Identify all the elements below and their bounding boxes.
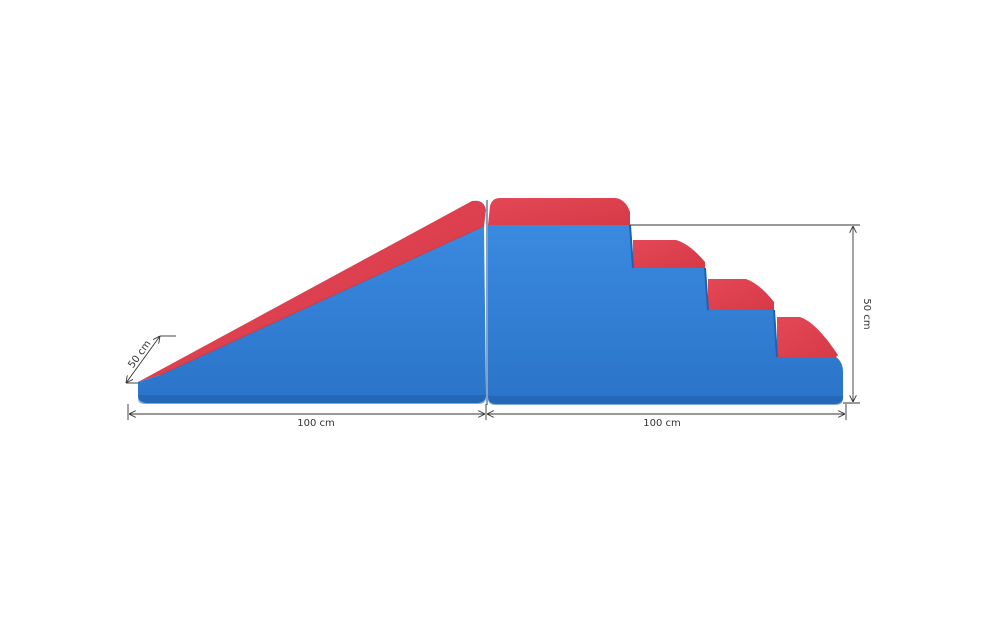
stairs-front-face — [488, 225, 843, 404]
ramp-base-edge — [138, 395, 486, 404]
dimension-lines — [126, 224, 860, 420]
stairs-base-edge — [488, 396, 843, 405]
stairs-step-2 — [633, 240, 705, 268]
ramp-wedge — [138, 200, 486, 404]
height-label: 50 cm — [861, 298, 872, 329]
depth-label: 50 cm — [126, 339, 153, 371]
stairs-step-3 — [708, 279, 774, 310]
stairs-block — [488, 198, 843, 405]
ramp-top-surface — [138, 200, 486, 382]
ramp-front-face — [138, 226, 486, 403]
stairs-step-4 — [777, 317, 838, 357]
depth-dimension-line — [126, 336, 160, 383]
ramp-length-label: 100 cm — [297, 418, 335, 429]
stairs-step-top — [488, 198, 630, 225]
stairs-length-label: 100 cm — [643, 418, 681, 429]
